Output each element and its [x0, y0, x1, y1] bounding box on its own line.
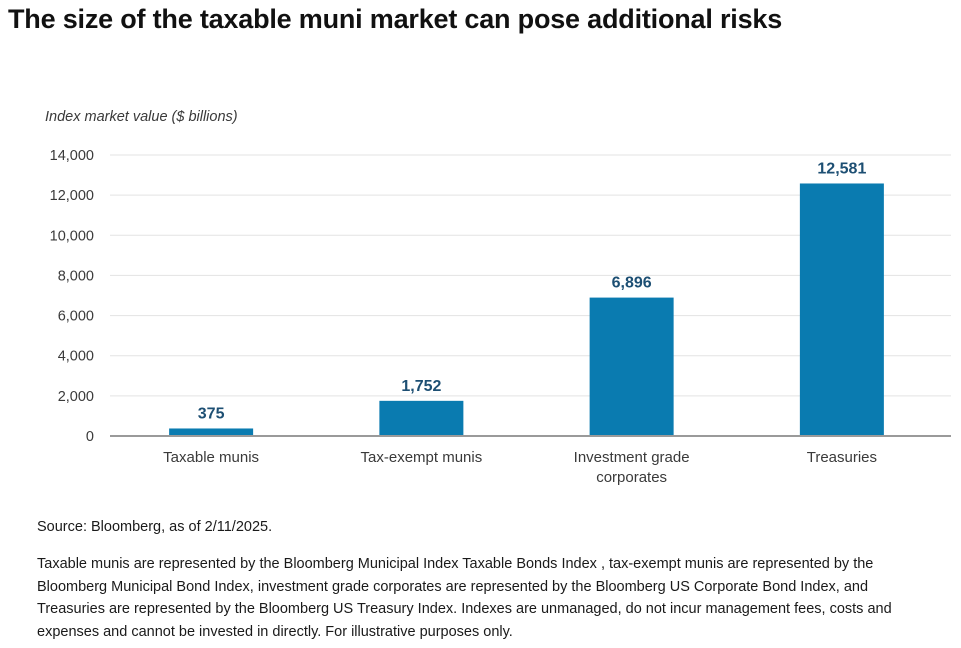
page-title: The size of the taxable muni market can … [8, 4, 783, 34]
y-tick-label: 0 [86, 429, 94, 445]
y-axis-label: Index market value ($ billions) [45, 109, 238, 125]
x-tick-label: Treasuries [807, 449, 877, 466]
x-axis-ticks: Taxable munis Tax-exempt munis Investment … [163, 449, 877, 486]
y-tick-label: 12,000 [50, 188, 94, 204]
bar [379, 400, 464, 436]
data-labels: 375 1,752 6,896 12,581 [198, 160, 867, 422]
data-label: 6,896 [612, 275, 652, 292]
data-label: 375 [198, 405, 225, 422]
bar-chart: Index market value ($ billions) 0 2,000 4,… [45, 109, 951, 486]
y-tick-label: 14,000 [50, 148, 94, 164]
y-tick-label: 8,000 [58, 268, 94, 284]
y-tick-label: 4,000 [58, 349, 94, 365]
data-label: 12,581 [817, 160, 866, 177]
y-tick-label: 6,000 [58, 309, 94, 325]
notes-text: Taxable munis are represented by the Blo… [37, 556, 892, 641]
y-tick-label: 10,000 [50, 228, 94, 244]
bar [169, 428, 254, 436]
data-label: 1,752 [401, 378, 441, 395]
source-note: Source: Bloomberg, as of 2/11/2025. [37, 519, 273, 535]
bars [169, 183, 884, 436]
gridlines [110, 154, 951, 397]
x-tick-label: Tax-exempt munis [361, 449, 483, 466]
x-tick-label: Taxable munis [163, 449, 259, 466]
y-axis-ticks: 0 2,000 4,000 6,000 8,000 10,000 12,000 14,000 [50, 148, 94, 445]
methodology-notes: Taxable munis are represented by the Blo… [37, 553, 937, 644]
bar [799, 183, 884, 436]
bar [589, 297, 674, 436]
y-tick-label: 2,000 [58, 389, 94, 405]
x-tick-label: Investment grade corporates [574, 449, 690, 486]
